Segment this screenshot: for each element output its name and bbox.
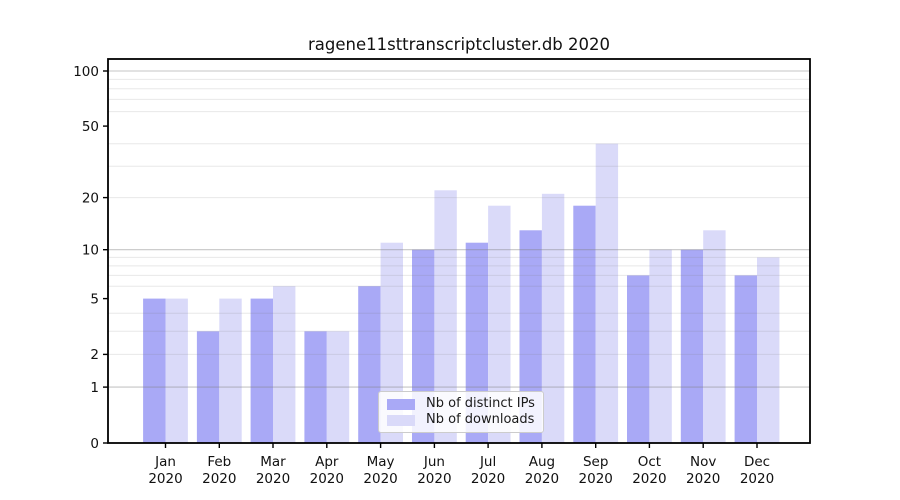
bar-downloads-jul bbox=[488, 205, 511, 443]
x-tick-label-year: 2020 bbox=[363, 471, 397, 487]
legend-label-downloads: Nb of downloads bbox=[426, 412, 535, 427]
gridlines bbox=[108, 70, 810, 388]
x-tick-label-month: Dec bbox=[744, 454, 770, 470]
x-tick-label-year: 2020 bbox=[256, 471, 290, 487]
legend-swatch-downloads bbox=[387, 414, 415, 426]
bar-downloads-feb bbox=[219, 298, 242, 443]
x-tick-label-month: Jul bbox=[479, 454, 496, 470]
bar-downloads-nov bbox=[703, 230, 726, 443]
bar-downloads-mar bbox=[273, 286, 296, 443]
plot-border bbox=[107, 58, 811, 444]
x-tick-label-month: Oct bbox=[638, 454, 661, 470]
bar-distinct-ips-oct bbox=[627, 275, 650, 443]
x-tick-label-month: Jan bbox=[154, 454, 176, 470]
y-tick-label: 100 bbox=[73, 64, 99, 80]
y-tick-label: 2 bbox=[90, 347, 99, 363]
x-tick-label-year: 2020 bbox=[525, 471, 559, 487]
x-tick-label-year: 2020 bbox=[632, 471, 666, 487]
y-tick-label: 10 bbox=[82, 243, 99, 259]
y-tick-label: 5 bbox=[90, 291, 99, 307]
y-tick-label: 0 bbox=[90, 436, 99, 452]
bar-downloads-jan bbox=[165, 298, 188, 443]
bar-distinct-ips-dec bbox=[734, 275, 757, 443]
x-tick-label-year: 2020 bbox=[471, 471, 505, 487]
x-tick-label-year: 2020 bbox=[310, 471, 344, 487]
x-tick-label-year: 2020 bbox=[202, 471, 236, 487]
x-tick-label-year: 2020 bbox=[740, 471, 774, 487]
bar-distinct-ips-jan bbox=[143, 298, 166, 443]
legend-row-downloads: Nb of downloads bbox=[387, 413, 534, 427]
chart-title: ragene11sttranscriptcluster.db 2020 bbox=[307, 35, 611, 54]
x-tick-label-month: May bbox=[367, 454, 395, 470]
bar-downloads-apr bbox=[326, 331, 350, 443]
x-tick-label-month: Nov bbox=[690, 454, 716, 470]
x-tick-label-year: 2020 bbox=[686, 471, 720, 487]
y-tick-label: 1 bbox=[90, 380, 99, 396]
x-axis: Jan2020Feb2020Mar2020Apr2020May2020Jun20… bbox=[148, 443, 774, 487]
x-tick-label-year: 2020 bbox=[148, 471, 182, 487]
legend: Nb of distinct IPs Nb of downloads bbox=[378, 391, 544, 433]
x-tick-label-month: Jun bbox=[423, 454, 445, 470]
bar-distinct-ips-may bbox=[358, 286, 381, 443]
bar-distinct-ips-apr bbox=[304, 331, 327, 443]
x-tick-label-month: Apr bbox=[315, 454, 339, 470]
bar-downloads-dec bbox=[757, 257, 780, 443]
x-tick-label-year: 2020 bbox=[579, 471, 613, 487]
bar-downloads-jun bbox=[434, 190, 457, 443]
x-tick-label-month: Mar bbox=[260, 454, 286, 470]
bar-distinct-ips-sep bbox=[573, 205, 596, 443]
bar-distinct-ips-mar bbox=[250, 298, 273, 443]
y-tick-label: 50 bbox=[82, 119, 99, 135]
bar-distinct-ips-feb bbox=[196, 331, 220, 443]
bar-downloads-sep bbox=[595, 143, 619, 443]
x-tick-label-month: Aug bbox=[529, 454, 555, 470]
bar-downloads-oct bbox=[649, 249, 672, 443]
x-tick-label-year: 2020 bbox=[417, 471, 451, 487]
bar-downloads-aug bbox=[541, 193, 565, 443]
x-tick-label-month: Feb bbox=[207, 454, 231, 470]
bar-distinct-ips-nov bbox=[680, 249, 704, 443]
legend-swatch-distinct-ips bbox=[387, 398, 415, 410]
legend-label-distinct-ips: Nb of distinct IPs bbox=[426, 396, 535, 411]
x-tick-label-month: Sep bbox=[583, 454, 608, 470]
legend-row-distinct-ips: Nb of distinct IPs bbox=[387, 396, 535, 411]
bar-distinct-ips-aug bbox=[519, 230, 542, 443]
y-axis: 0 1 2 5 10 20 50 100 bbox=[73, 64, 108, 452]
y-tick-label: 20 bbox=[82, 190, 99, 206]
